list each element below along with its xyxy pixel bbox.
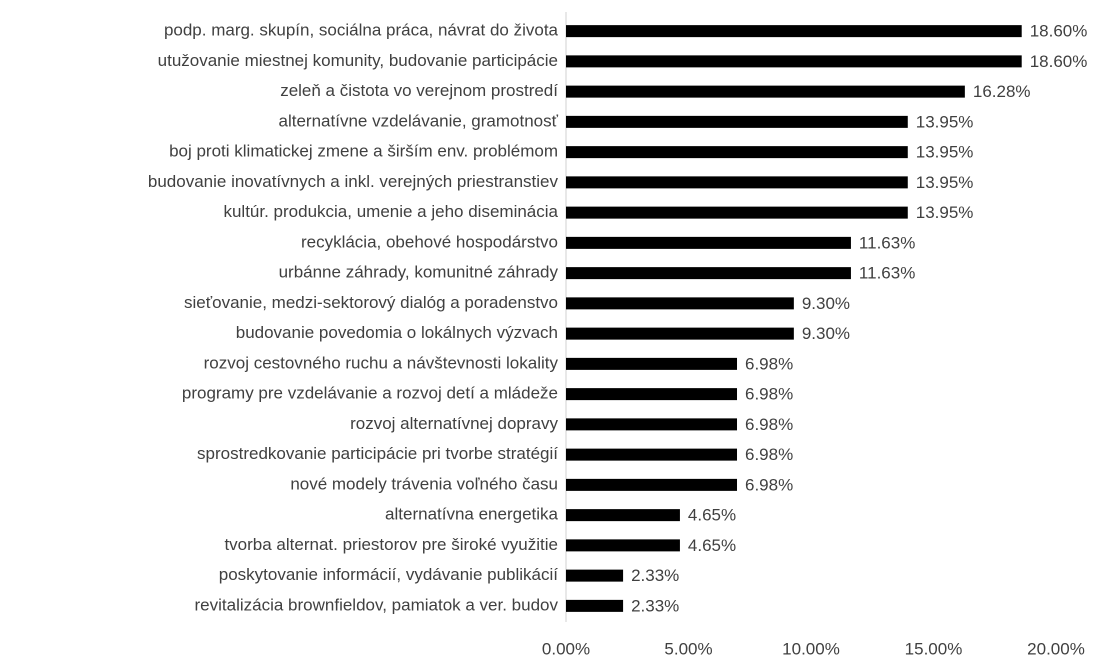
y-tick-label: tvorba alternat. priestorov pre široké v… <box>224 535 558 554</box>
x-tick-label: 20.00% <box>1027 639 1085 658</box>
value-label: 11.63% <box>859 264 915 283</box>
x-tick-label: 10.00% <box>782 639 840 658</box>
x-tick-label: 5.00% <box>664 639 712 658</box>
value-label: 18.60% <box>1030 22 1088 41</box>
y-tick-label: alternatívne vzdelávanie, gramotnosť <box>279 111 559 130</box>
value-label: 4.65% <box>688 506 736 525</box>
y-tick-label: revitalizácia brownfieldov, pamiatok a v… <box>195 595 559 614</box>
bar <box>566 388 738 401</box>
bar <box>566 418 738 431</box>
bar <box>566 85 965 98</box>
y-tick-label: programy pre vzdelávanie a rozvoj detí a… <box>182 384 558 403</box>
value-label: 13.95% <box>916 173 974 192</box>
value-label: 18.60% <box>1030 52 1088 71</box>
y-tick-label: nové modely trávenia voľného času <box>290 474 558 493</box>
y-tick-label: podp. marg. skupín, sociálna práca, návr… <box>164 21 559 40</box>
value-label: 11.63% <box>859 233 915 252</box>
bar <box>566 599 624 612</box>
y-tick-label: recyklácia, obehové hospodárstvo <box>301 232 558 251</box>
bar <box>566 357 738 370</box>
bar <box>566 448 738 461</box>
value-label: 6.98% <box>745 445 793 464</box>
value-label: 4.65% <box>688 536 736 555</box>
y-tick-label: sprostredkovanie participácie pri tvorbe… <box>197 444 558 463</box>
y-tick-label: budovanie povedomia o lokálnych výzvach <box>236 323 558 342</box>
y-tick-label: utužovanie miestnej komunity, budovanie … <box>158 51 558 70</box>
value-label: 6.98% <box>745 415 793 434</box>
value-label: 13.95% <box>916 143 974 162</box>
bar <box>566 55 1022 68</box>
y-tick-label: rozvoj alternatívnej dopravy <box>350 414 558 433</box>
bar <box>566 509 680 522</box>
y-tick-label: budovanie inovatívnych a inkl. verejných… <box>148 172 559 191</box>
bar <box>566 327 794 340</box>
x-tick-label: 15.00% <box>905 639 963 658</box>
bar <box>566 25 1022 38</box>
value-label: 9.30% <box>802 324 850 343</box>
y-tick-label: alternatívna energetika <box>385 505 558 524</box>
y-tick-label: boj proti klimatickej zmene a širším env… <box>169 142 558 161</box>
y-tick-label: kultúr. produkcia, umenie a jeho disemin… <box>223 202 558 221</box>
value-label: 6.98% <box>745 475 793 494</box>
y-tick-label: zeleň a čistota vo verejnom prostredí <box>280 81 558 100</box>
x-tick-label: 0.00% <box>542 639 590 658</box>
value-label: 16.28% <box>973 82 1031 101</box>
bar <box>566 176 908 189</box>
value-label: 13.95% <box>916 112 974 131</box>
value-label: 13.95% <box>916 203 974 222</box>
y-tick-label: poskytovanie informácií, vydávanie publi… <box>219 565 559 584</box>
bar <box>566 267 851 280</box>
y-tick-label: sieťovanie, medzi-sektorový dialóg a por… <box>184 293 558 312</box>
bar <box>566 569 624 582</box>
bar <box>566 478 738 491</box>
value-label: 2.33% <box>631 566 679 585</box>
value-label: 2.33% <box>631 596 679 615</box>
bar <box>566 206 908 219</box>
y-tick-label: rozvoj cestovného ruchu a návštevnosti l… <box>204 353 559 372</box>
value-label: 9.30% <box>802 294 850 313</box>
bar <box>566 539 680 552</box>
bar <box>566 236 851 249</box>
value-label: 6.98% <box>745 385 793 404</box>
y-tick-label: urbánne záhrady, komunitné záhrady <box>279 263 559 282</box>
bar <box>566 115 908 128</box>
bar <box>566 297 794 310</box>
bar <box>566 146 908 159</box>
value-label: 6.98% <box>745 354 793 373</box>
